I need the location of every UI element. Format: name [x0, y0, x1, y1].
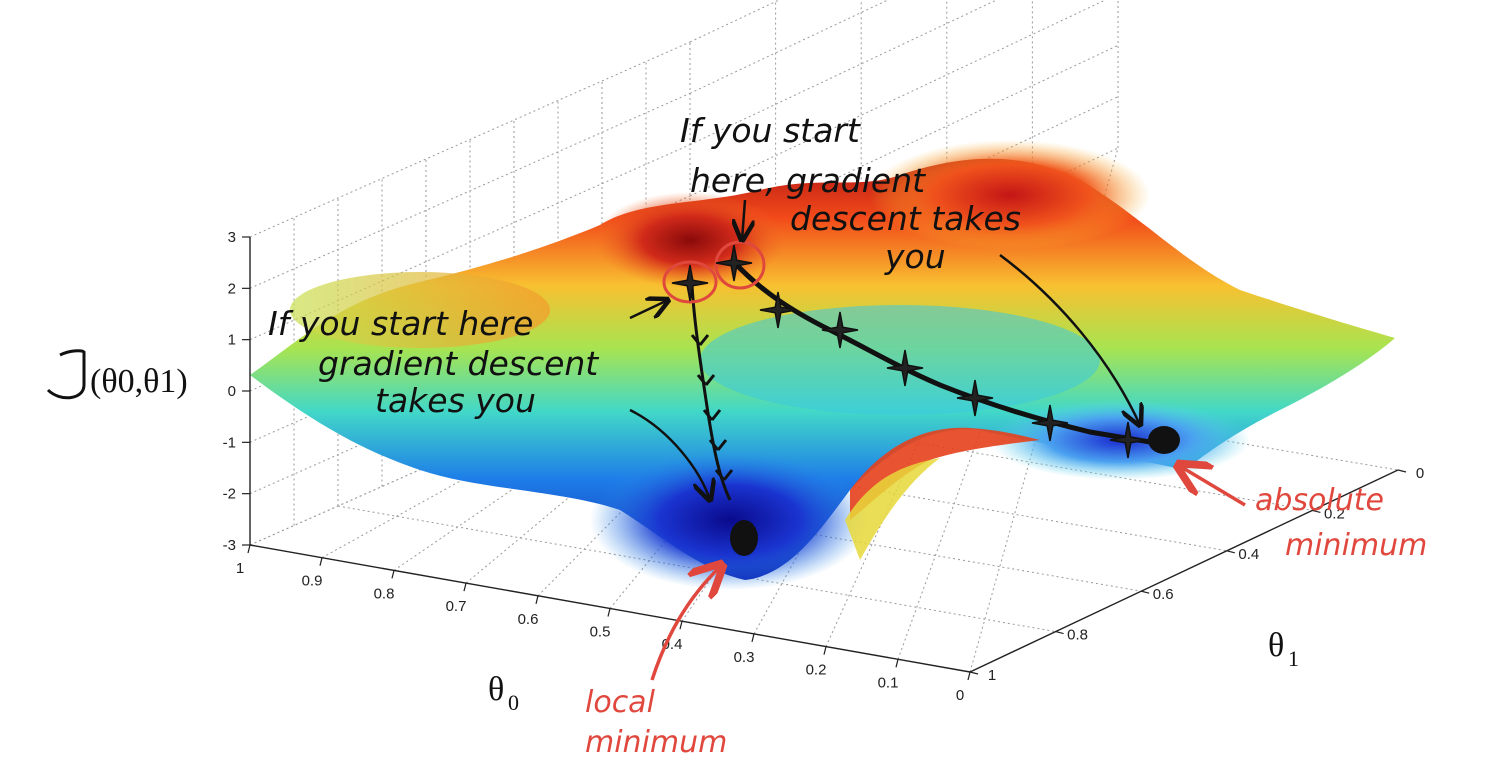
- theta0-tick-label: 0.2: [806, 662, 827, 679]
- svg-text:here, gradient: here, gradient: [690, 161, 926, 200]
- svg-text:descent takes: descent takes: [790, 199, 1021, 238]
- theta0-tick-label: 0.3: [734, 649, 755, 666]
- theta1-tick-label: 0.4: [1238, 546, 1259, 563]
- descent-step-star: [1031, 404, 1069, 442]
- svg-text:θ: θ: [1268, 627, 1284, 664]
- theta1-tick-label: 0.2: [1324, 505, 1345, 522]
- descent-step-star: [715, 244, 753, 282]
- annotation-left-start: If you start here gradient descent takes…: [268, 300, 710, 500]
- theta1-axis-ticks: 0 0.2 0.4 0.6 0.8 1: [969, 465, 1424, 684]
- right-peak: [870, 140, 1150, 250]
- theta0-tick-label: 0: [956, 687, 964, 704]
- descent-step-star: [1109, 421, 1147, 459]
- theta0-axis-ticks: 10.90.80.70.60.50.40.30.20.10: [236, 544, 971, 704]
- theta0-tick-label: 0.8: [374, 585, 395, 602]
- z-tick-label: -3: [223, 537, 236, 554]
- svg-text:θ: θ: [488, 671, 504, 708]
- descent-step-star: [821, 311, 859, 349]
- theta0-tick-label: 0.6: [518, 611, 539, 628]
- z-tick-label: 3: [228, 229, 236, 246]
- svg-text:takes you: takes you: [375, 381, 536, 420]
- descent-step-star: [671, 264, 709, 302]
- z-tick-label: -1: [223, 434, 236, 451]
- z-tick-label: 1: [228, 332, 236, 349]
- svg-text:local: local: [585, 685, 656, 720]
- annotation-absolute-minimum: absolute minimum: [1178, 465, 1427, 563]
- z-tick-label: 2: [228, 280, 236, 297]
- svg-text:1: 1: [1288, 646, 1299, 671]
- theta0-axis-label: θ 0: [488, 671, 519, 715]
- z-axis-label-args: (θ0,θ1): [90, 363, 188, 400]
- svg-text:0: 0: [508, 690, 519, 715]
- minimum-points: [730, 426, 1180, 556]
- theta1-tick-label: 0.8: [1067, 627, 1088, 644]
- theta1-tick-label: 0: [1416, 465, 1424, 482]
- z-tick-label: 0: [228, 383, 236, 400]
- center-cyan-basin: [700, 305, 1100, 415]
- local-minimum-dot: [730, 520, 758, 556]
- theta1-tick-label: 0.6: [1153, 586, 1174, 603]
- svg-text:gradient descent: gradient descent: [318, 344, 599, 383]
- theta1-axis-label: θ 1: [1268, 627, 1299, 671]
- descent-path-left: [690, 284, 734, 501]
- svg-text:If you start here: If you start here: [268, 304, 533, 343]
- annotation-right-start: If you start here, gradient descent take…: [680, 111, 1140, 425]
- svg-text:If you start: If you start: [680, 111, 861, 150]
- annotation-local-minimum: local minimum: [585, 565, 727, 760]
- theta0-tick-label: 0.5: [590, 624, 611, 641]
- theta0-tick-label: 0.7: [446, 598, 467, 615]
- left-shoulder: [290, 272, 550, 348]
- svg-text:you: you: [884, 237, 946, 276]
- svg-text:absolute: absolute: [1255, 483, 1384, 518]
- front-fold-red: [850, 427, 1040, 520]
- descent-step-star: [759, 291, 797, 329]
- absolute-minimum-dot: [1148, 426, 1180, 454]
- z-tick-label: -2: [223, 486, 236, 503]
- theta0-tick-label: 0.9: [302, 573, 323, 590]
- theta1-tick-label: 1: [988, 667, 996, 684]
- descent-step-star: [886, 349, 924, 387]
- theta0-tick-label: 0.1: [878, 674, 899, 691]
- svg-text:minimum: minimum: [1285, 528, 1427, 563]
- start-circle-left: [662, 260, 718, 304]
- svg-text:minimum: minimum: [585, 725, 727, 760]
- descent-steps: [671, 244, 1147, 459]
- cost-surface: [250, 140, 1395, 590]
- z-axis-ticks: 3 2 1 0 -1 -2 -3: [223, 229, 250, 554]
- front-fold-yellow: [845, 458, 940, 560]
- z-axis-label: (θ0,θ1): [46, 349, 188, 400]
- local-valley: [590, 450, 870, 590]
- theta0-tick-label: 1: [236, 560, 244, 577]
- descent-step-star: [956, 379, 994, 417]
